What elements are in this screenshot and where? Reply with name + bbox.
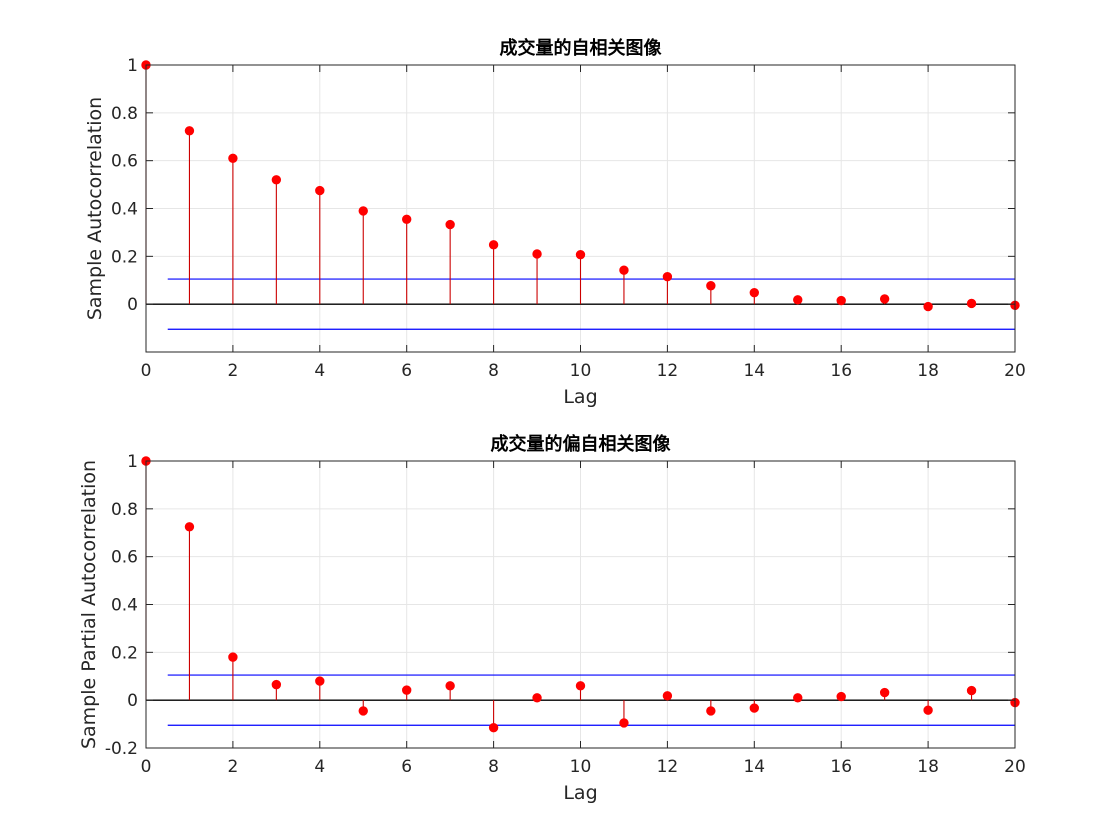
marker-lag-16 — [836, 295, 846, 306]
y-tick-label: 0.6 — [111, 548, 138, 568]
y-tick-label: 1 — [127, 56, 138, 76]
marker-lag-17 — [879, 294, 890, 304]
y-tick-label: 0.6 — [111, 152, 138, 172]
y-tick-label: 0.8 — [111, 500, 138, 520]
y-tick-label: 0.8 — [111, 104, 138, 124]
x-tick-label: 20 — [1004, 361, 1026, 381]
marker-lag-12 — [662, 271, 673, 282]
marker-lag-5 — [358, 706, 368, 716]
y-tick-label: -0.2 — [105, 739, 138, 759]
chart-title: 成交量的偏自相关图像 — [491, 433, 672, 455]
marker-lag-18 — [923, 705, 933, 715]
x-tick-label: 18 — [917, 757, 939, 777]
marker-lag-11 — [619, 718, 629, 728]
marker-lag-13 — [706, 706, 716, 716]
x-tick-label: 18 — [917, 361, 939, 381]
x-tick-label: 2 — [227, 757, 238, 777]
x-tick-label: 6 — [401, 757, 412, 777]
marker-lag-1 — [184, 126, 195, 136]
marker-lag-12 — [662, 691, 673, 701]
x-tick-label: 4 — [314, 361, 325, 381]
x-tick-label: 6 — [401, 361, 412, 381]
panel-pacf: 0 2 4 6 8 10 12 14 16 18 20-0.200.20.40.60.81成交量的偏… — [78, 433, 1026, 804]
marker-lag-13 — [706, 281, 716, 291]
x-tick-label: 2 — [227, 361, 238, 381]
marker-lag-10 — [575, 681, 586, 691]
marker-lag-11 — [619, 265, 629, 275]
x-tick-label: 12 — [657, 361, 679, 381]
marker-lag-19 — [966, 685, 977, 696]
y-tick-label: 0 — [127, 691, 138, 711]
marker-lag-9 — [532, 249, 542, 259]
y-axis-label: Sample Autocorrelation — [84, 97, 106, 320]
x-tick-label: 20 — [1004, 757, 1026, 777]
x-tick-label: 4 — [314, 757, 325, 777]
marker-lag-7 — [445, 681, 455, 691]
x-tick-label: 14 — [743, 361, 765, 381]
x-tick-label: 14 — [743, 757, 765, 777]
x-tick-label: 0 — [141, 757, 152, 777]
x-tick-label: 16 — [830, 361, 852, 381]
marker-lag-8 — [488, 722, 499, 733]
marker-lag-10 — [575, 249, 586, 260]
y-tick-label: 0.4 — [111, 200, 138, 220]
x-tick-label: 12 — [657, 757, 679, 777]
marker-lag-7 — [445, 219, 455, 230]
marker-lag-14 — [749, 703, 759, 713]
y-tick-label: 0.4 — [111, 596, 138, 616]
chart-title: 成交量的自相关图像 — [500, 37, 663, 59]
marker-lag-19 — [966, 298, 977, 309]
x-tick-label: 8 — [488, 757, 499, 777]
x-tick-label: 10 — [570, 757, 592, 777]
x-tick-label: 8 — [488, 361, 499, 381]
x-tick-label: 10 — [570, 361, 592, 381]
marker-lag-6 — [402, 685, 412, 695]
marker-lag-5 — [358, 206, 368, 216]
marker-lag-16 — [836, 691, 846, 702]
marker-lag-8 — [488, 240, 499, 250]
marker-lag-15 — [793, 693, 803, 703]
marker-lag-6 — [402, 214, 412, 224]
marker-lag-18 — [923, 301, 933, 312]
marker-lag-17 — [879, 687, 890, 698]
marker-lag-9 — [532, 693, 542, 703]
y-tick-label: 0.2 — [111, 247, 138, 267]
marker-lag-4 — [315, 676, 325, 686]
x-axis-label: Lag — [563, 782, 597, 804]
x-tick-label: 0 — [141, 361, 152, 381]
marker-lag-3 — [271, 175, 282, 185]
y-axis-label: Sample Partial Autocorrelation — [78, 460, 100, 749]
marker-lag-15 — [793, 295, 803, 305]
marker-lag-2 — [228, 153, 238, 163]
y-tick-label: 0 — [127, 295, 138, 315]
marker-lag-3 — [271, 679, 282, 690]
marker-lag-2 — [228, 652, 238, 662]
marker-lag-1 — [184, 522, 195, 532]
x-axis-label: Lag — [563, 386, 597, 408]
x-tick-label: 16 — [830, 757, 852, 777]
panel-acf: 0 2 4 6 8 10 12 14 16 18 20 0 0.2 0.4 0.6 0.8 1 成交量的自相关图像… — [84, 37, 1026, 408]
marker-lag-14 — [749, 287, 759, 298]
y-tick-label: 0.2 — [111, 643, 138, 663]
y-tick-label: 1 — [127, 452, 138, 472]
marker-lag-4 — [315, 185, 325, 196]
